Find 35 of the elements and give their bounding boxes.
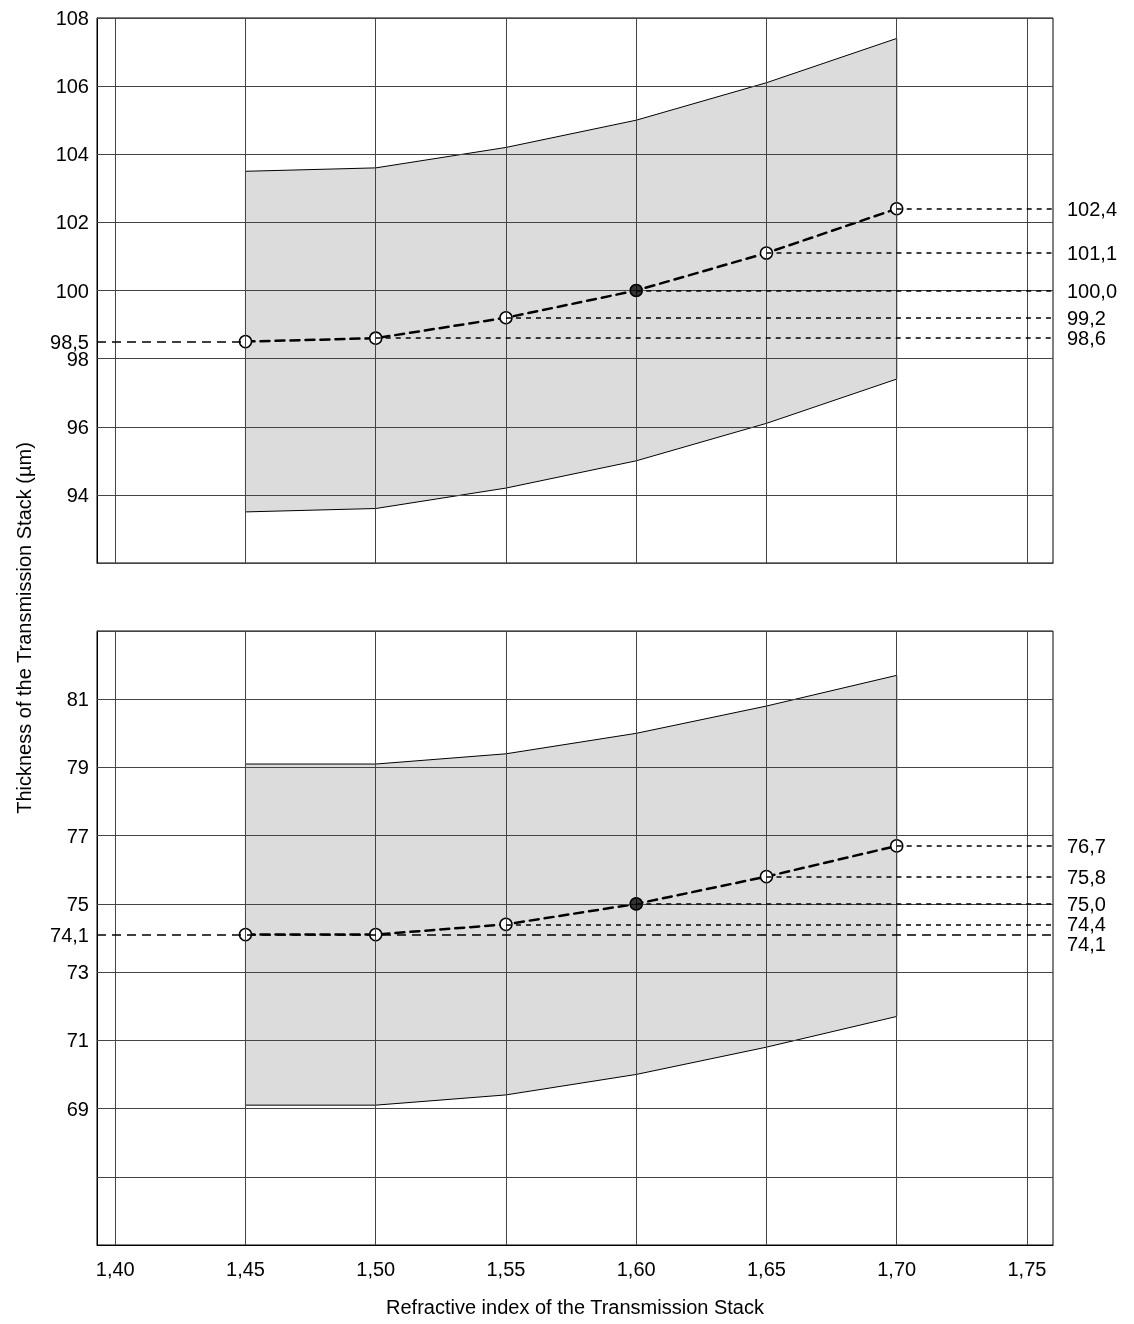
- x-tick-label: 1,70: [877, 1258, 917, 1280]
- y-tick-label: 74,1: [50, 923, 89, 946]
- data-label: 75,8: [1067, 865, 1106, 888]
- data-label: 99,2: [1067, 306, 1106, 329]
- y-tick-label: 73: [66, 961, 89, 984]
- y-tick-label: 75: [66, 892, 89, 915]
- data-label: 74,4: [1067, 913, 1106, 936]
- x-tick-label: 1,60: [616, 1258, 656, 1280]
- y-tick-label: 69: [66, 1097, 89, 1120]
- x-tick-label: 1,55: [486, 1258, 526, 1280]
- y-tick-label: 94: [66, 483, 89, 506]
- y-tick-label: 96: [66, 415, 89, 438]
- data-label: 98,6: [1067, 327, 1106, 350]
- data-label: 101,1: [1067, 242, 1118, 265]
- data-label: 100,0: [1067, 279, 1118, 302]
- y-axis-title: Thickness of the Transmission Stack (µm): [12, 442, 36, 814]
- x-tick-label: 1,40: [95, 1258, 135, 1280]
- data-label: 76,7: [1067, 834, 1106, 857]
- y-tick-label: 102: [55, 211, 89, 234]
- y-tick-label: 106: [55, 75, 89, 98]
- data-label: 102,4: [1067, 197, 1118, 220]
- y-tick-label: 77: [66, 824, 89, 847]
- y-tick-label: 81: [66, 688, 89, 711]
- y-tick-label: 108: [55, 7, 89, 29]
- x-axis-title: Refractive index of the Transmission Stack: [386, 1296, 765, 1318]
- y-tick-label: 71: [66, 1029, 89, 1052]
- x-tick-label: 1,50: [356, 1258, 396, 1280]
- y-tick-label: 104: [55, 143, 89, 166]
- y-tick-label: 79: [66, 756, 89, 779]
- x-tick-label: 1,45: [226, 1258, 265, 1280]
- ref-line-label: 74,1: [1067, 933, 1106, 956]
- x-tick-label: 1,65: [746, 1258, 786, 1280]
- y-tick-label: 100: [55, 279, 89, 302]
- data-label: 75,0: [1067, 892, 1106, 915]
- x-tick-label: 1,75: [1007, 1258, 1047, 1280]
